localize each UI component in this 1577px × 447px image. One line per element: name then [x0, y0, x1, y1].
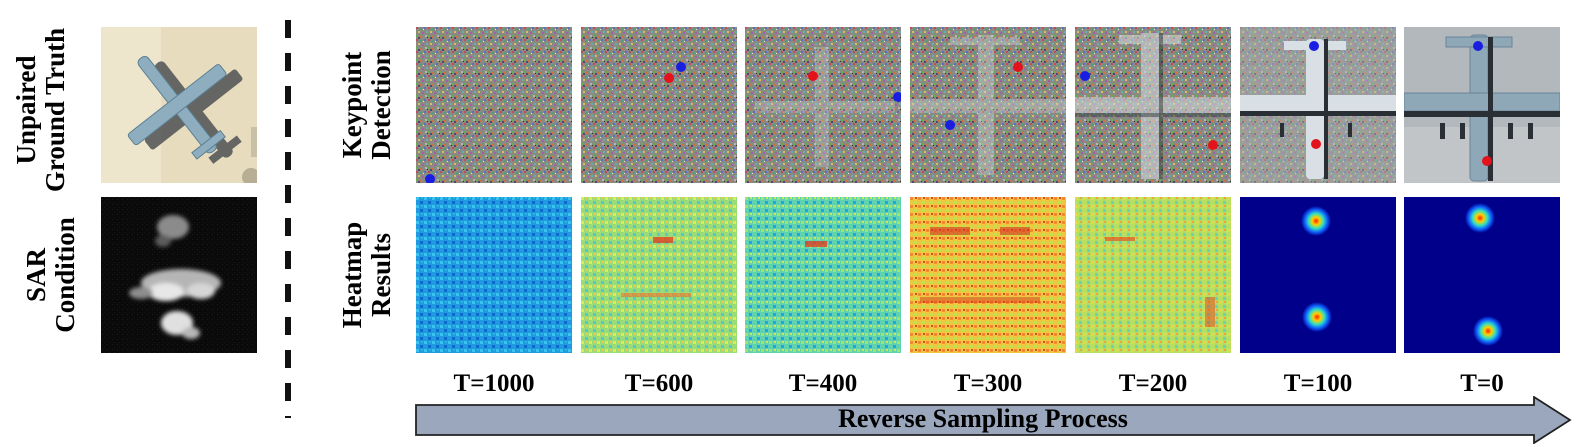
- keypoint-panel-t600: [581, 27, 737, 183]
- keypoint-blue: [1080, 71, 1090, 81]
- sar-condition-label-line1: SAR: [21, 248, 51, 303]
- heatmap-results-label: Heatmap Results: [337, 215, 398, 335]
- timestep-label: T=200: [1118, 370, 1188, 397]
- timestep-label: T=600: [624, 370, 694, 397]
- keypoint-red: [664, 73, 674, 83]
- keypoint-detection-label-line1: Keypoint: [337, 51, 367, 159]
- keypoint-panel-t300: [910, 27, 1066, 183]
- keypoint-detection-label-line2: Detection: [366, 50, 396, 160]
- keypoint-blue: [945, 120, 955, 130]
- keypoint-red: [1013, 62, 1023, 72]
- keypoint-red: [1208, 140, 1218, 150]
- timestep-label: T=1000: [453, 370, 535, 397]
- keypoint-blue: [1309, 41, 1319, 51]
- keypoint-red: [1482, 156, 1492, 166]
- heatmap-peak: [1302, 302, 1332, 332]
- heatmap-peak: [1473, 316, 1503, 346]
- heatmap-peak: [1465, 203, 1495, 233]
- reverse-sampling-label: Reverse Sampling Process: [838, 404, 1128, 433]
- ground-truth-label-line2: Ground Truth: [40, 27, 70, 193]
- heatmap-panel-t400: [745, 197, 901, 353]
- keypoint-panel-t1000: [416, 27, 572, 183]
- ground-truth-label: Unpaired Ground Truth: [11, 15, 72, 205]
- keypoint-blue: [676, 62, 686, 72]
- heatmap-panel-t1000: [416, 197, 572, 353]
- heatmap-panel-t200: [1075, 197, 1231, 353]
- keypoint-panel-t0: [1404, 27, 1560, 183]
- keypoint-panel-t200: [1075, 27, 1231, 183]
- keypoint-blue: [1473, 41, 1483, 51]
- ground-truth-label-line1: Unpaired: [11, 55, 41, 165]
- keypoint-red: [1311, 139, 1321, 149]
- sar-condition-image: [101, 197, 257, 353]
- keypoint-panel-t100: [1240, 27, 1396, 183]
- timestep-label: T=100: [1283, 370, 1353, 397]
- keypoint-detection-label: Keypoint Detection: [337, 45, 398, 165]
- heatmap-peak: [1301, 206, 1331, 236]
- sar-condition-label-line2: Condition: [50, 217, 80, 333]
- keypoint-blue: [893, 92, 901, 102]
- ground-truth-image: [101, 27, 257, 183]
- heatmap-results-label-line1: Heatmap: [337, 221, 367, 329]
- heatmap-panel-t300: [910, 197, 1066, 353]
- timestep-label: T=400: [788, 370, 858, 397]
- heatmap-results-label-line2: Results: [366, 233, 396, 318]
- heatmap-panel-t0: [1404, 197, 1560, 353]
- reverse-sampling-arrow: [415, 396, 1572, 444]
- timestep-label: T=300: [953, 370, 1023, 397]
- keypoint-blue: [425, 174, 435, 183]
- timestep-label: T=0: [1460, 370, 1504, 397]
- keypoint-panel-t400: [745, 27, 901, 183]
- sar-condition-label: SAR Condition: [21, 210, 82, 340]
- heatmap-panel-t100: [1240, 197, 1396, 353]
- dashed-divider: [285, 20, 291, 418]
- heatmap-panel-t600: [581, 197, 737, 353]
- keypoint-red: [808, 71, 818, 81]
